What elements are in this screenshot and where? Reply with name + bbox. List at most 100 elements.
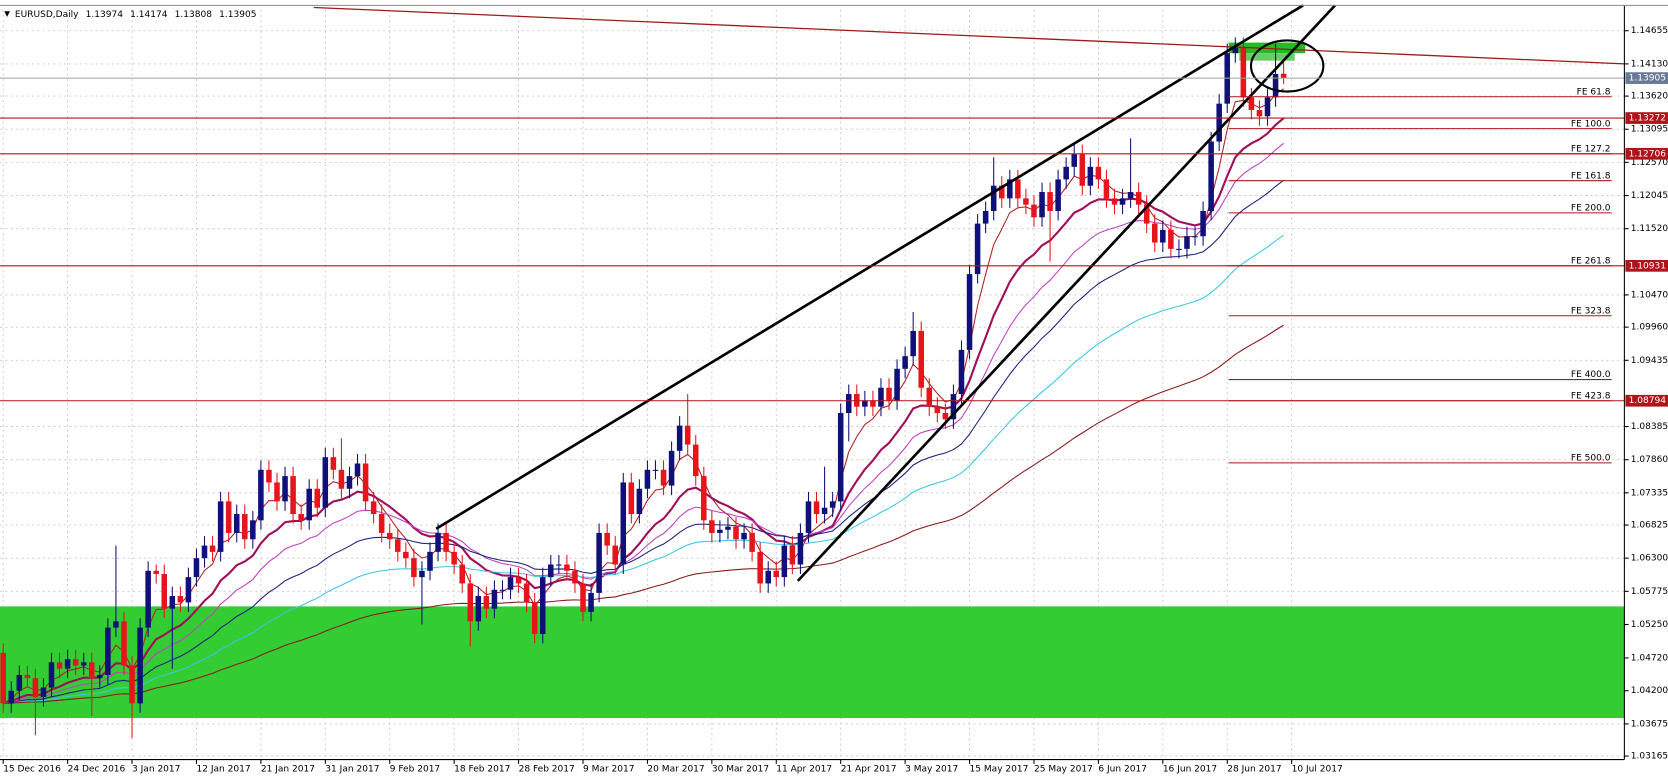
- candle-body: [1023, 198, 1029, 205]
- candle-body: [274, 482, 280, 502]
- fe-label: FE 200.0: [1571, 204, 1611, 214]
- x-tick-label: 3 Jan 2017: [132, 765, 180, 775]
- price-label-box: [1625, 394, 1668, 407]
- candle-body: [427, 551, 433, 571]
- zones: [0, 42, 1625, 719]
- candle-body: [998, 185, 1005, 199]
- candle-body: [411, 558, 417, 578]
- y-tick-label: 1.04720: [1631, 653, 1668, 663]
- candle-body: [934, 406, 941, 413]
- candle-body: [902, 356, 908, 369]
- candle-body: [918, 330, 924, 388]
- x-tick-label: 6 Jun 2017: [1098, 765, 1147, 775]
- candle-body: [684, 425, 691, 445]
- candle-body: [523, 583, 530, 603]
- candle-body: [628, 482, 635, 514]
- candle-body: [201, 545, 208, 559]
- candle-body: [717, 529, 723, 533]
- candle-body: [701, 476, 707, 521]
- candle-body: [306, 488, 312, 521]
- moving-average: [2, 117, 1285, 705]
- candle-body: [419, 570, 425, 578]
- candle-body: [515, 577, 522, 584]
- candle-body: [950, 394, 957, 420]
- candle-body: [829, 501, 836, 508]
- candle-body: [1272, 73, 1279, 98]
- candle-body: [805, 501, 812, 533]
- candle-body: [153, 570, 159, 574]
- candle-body: [1200, 210, 1206, 237]
- candle-body: [475, 596, 482, 622]
- x-tick-label: 30 Mar 2017: [712, 765, 769, 775]
- candle-body: [72, 659, 79, 666]
- x-tick-label: 15 Dec 2016: [3, 765, 61, 775]
- candle-body: [765, 570, 771, 584]
- candle-body: [821, 507, 828, 514]
- candle-body: [89, 662, 95, 679]
- candle-body: [604, 532, 610, 546]
- candle-body: [886, 387, 892, 401]
- price-label-box: [1625, 72, 1668, 84]
- candle-body: [797, 532, 804, 565]
- trend-line: [796, 4, 1337, 582]
- x-tick-label: 3 May 2017: [905, 765, 958, 775]
- candle-body: [1127, 192, 1134, 199]
- trend-line: [435, 4, 1304, 530]
- candle-body: [1055, 179, 1061, 211]
- candle-body: [612, 545, 618, 565]
- candle-body: [539, 577, 546, 634]
- candle-body: [1143, 204, 1150, 224]
- candle-body: [588, 592, 594, 612]
- candle-body: [266, 469, 272, 483]
- candle-body: [1087, 166, 1094, 186]
- candle-body: [1095, 166, 1102, 180]
- x-tick-label: 9 Mar 2017: [583, 765, 635, 775]
- candle-body: [1103, 179, 1110, 199]
- y-tick-label: 1.12045: [1631, 191, 1668, 201]
- y-tick-label: 1.03675: [1631, 719, 1668, 729]
- candle-body: [1160, 229, 1166, 243]
- candle-body: [40, 687, 47, 698]
- candle-body: [572, 570, 578, 584]
- candle-body: [636, 488, 643, 514]
- candle-body: [225, 501, 232, 533]
- y-tick-label: 1.05250: [1631, 620, 1668, 630]
- fe-label: FE 423.8: [1571, 391, 1611, 401]
- candle-body: [709, 520, 715, 533]
- candle-body: [644, 469, 651, 489]
- candle-body: [121, 621, 127, 666]
- candle-body: [733, 526, 739, 540]
- candle-body: [749, 532, 755, 552]
- candle-body: [145, 570, 151, 628]
- candle-body: [781, 545, 788, 578]
- support-zone: [0, 606, 1625, 719]
- fe-label: FE 323.8: [1571, 306, 1611, 316]
- highlight-ellipse: [1249, 39, 1325, 93]
- candle-body: [942, 412, 949, 420]
- candle-body: [870, 400, 876, 407]
- candle-body: [1264, 97, 1271, 117]
- y-tick-label: 1.11520: [1631, 224, 1668, 234]
- candle-body: [250, 520, 256, 540]
- candle-body: [564, 564, 570, 571]
- candle-body: [741, 532, 747, 540]
- candle-body: [314, 488, 321, 508]
- candle-body: [105, 627, 111, 675]
- plot: [0, 37, 1287, 739]
- x-tick-label: 21 Jan 2017: [261, 765, 315, 775]
- candle-body: [24, 674, 31, 679]
- price-label: 1.12706: [1629, 149, 1667, 159]
- candle-body: [620, 482, 627, 565]
- candle-body: [1047, 192, 1053, 211]
- candle-body: [97, 674, 103, 679]
- moving-average: [3, 179, 1284, 704]
- x-tick-label: 10 Jul 2017: [1292, 765, 1343, 775]
- candle-body: [1079, 154, 1086, 186]
- candle-body: [177, 596, 184, 603]
- candle-body: [32, 678, 39, 698]
- candle-body: [966, 274, 973, 350]
- moving-average: [3, 234, 1284, 704]
- annotations: FE 61.8 FE 100.0 FE 127.2 FE 161.8 FE 200.0 F…: [0, 4, 1625, 582]
- candle-body: [548, 564, 554, 578]
